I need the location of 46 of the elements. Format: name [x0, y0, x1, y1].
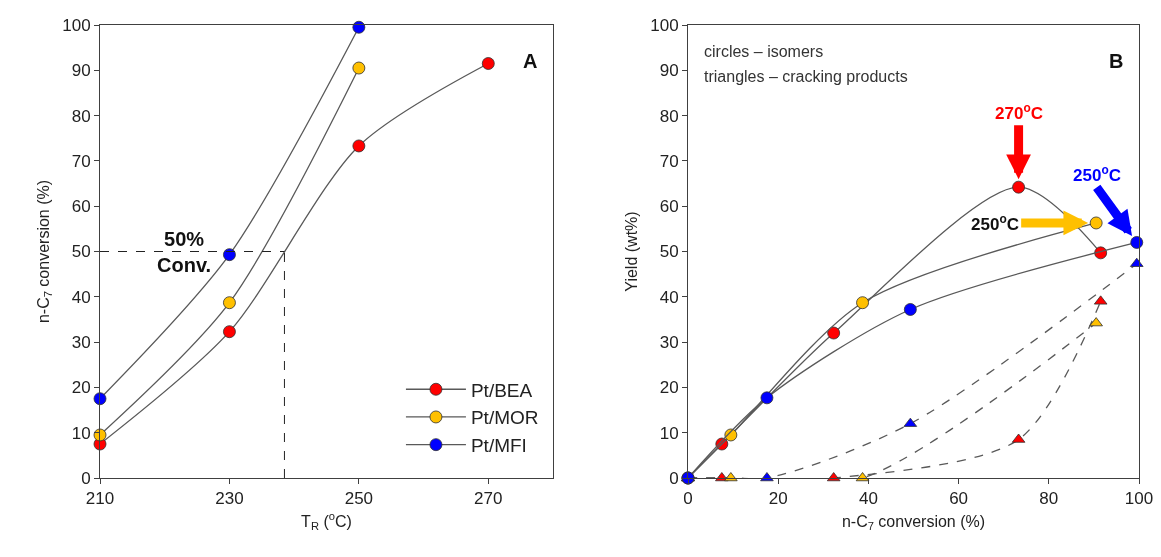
x-tick-label: 60: [949, 489, 969, 509]
x-tick-label: 40: [858, 489, 878, 509]
y-tick-label: 40: [71, 287, 91, 307]
y-tick-label: 20: [71, 378, 91, 398]
annotation: circles – isomers: [704, 43, 824, 60]
annotation: 250$^{o}$C: [1073, 163, 1121, 186]
annotation: triangles – cracking products: [704, 68, 908, 85]
x-tick-label: 0: [683, 489, 693, 509]
y-axis-title: Yield (wt%): [623, 211, 641, 292]
annotation: 250$^{o}$C: [971, 212, 1019, 235]
x-tick-label: 100: [1124, 489, 1154, 509]
y-tick-label: 60: [659, 197, 679, 217]
y-tick-label: 0: [81, 468, 91, 488]
x-axis-title: n-C$_{7}$ conversion (%): [841, 513, 986, 533]
y-tick-label: 40: [659, 287, 679, 307]
legend-label: Pt/MFI: [470, 435, 527, 457]
y-tick-label: 100: [650, 15, 679, 35]
x-tick-label: 230: [215, 489, 244, 509]
y-tick-label: 10: [71, 423, 91, 443]
y-tick-label: 50: [659, 242, 679, 262]
annotation: 50% Conv.: [157, 228, 212, 276]
y-tick-label: 80: [71, 106, 91, 126]
y-tick-label: 100: [62, 15, 91, 35]
y-tick-label: 70: [659, 151, 679, 171]
y-tick-label: 70: [71, 151, 91, 171]
legend-label: Pt/BEA: [470, 379, 533, 401]
x-tick-label: 20: [768, 489, 788, 509]
y-tick-label: 20: [659, 378, 679, 398]
legend-label: Pt/MOR: [470, 407, 539, 429]
y-tick-label: 60: [71, 197, 91, 217]
y-tick-label: 90: [71, 61, 91, 81]
y-tick-label: 50: [71, 242, 91, 262]
annotation: 270$^{o}$C: [995, 101, 1043, 124]
y-tick-label: 80: [659, 106, 679, 126]
y-tick-label: 90: [659, 61, 679, 81]
x-axis-title: T$_{R}$ ($^{o}$C): [301, 510, 352, 533]
y-tick-label: 30: [71, 333, 91, 353]
y-tick-label: 10: [659, 423, 679, 443]
text: A: [523, 50, 538, 72]
text: B: [1109, 50, 1124, 72]
x-tick-label: 210: [85, 489, 115, 509]
y-tick-label: 30: [659, 333, 679, 353]
x-tick-label: 250: [344, 489, 374, 509]
x-tick-label: 270: [474, 489, 503, 509]
y-tick-label: 0: [669, 468, 679, 488]
x-tick-label: 80: [1039, 489, 1059, 509]
